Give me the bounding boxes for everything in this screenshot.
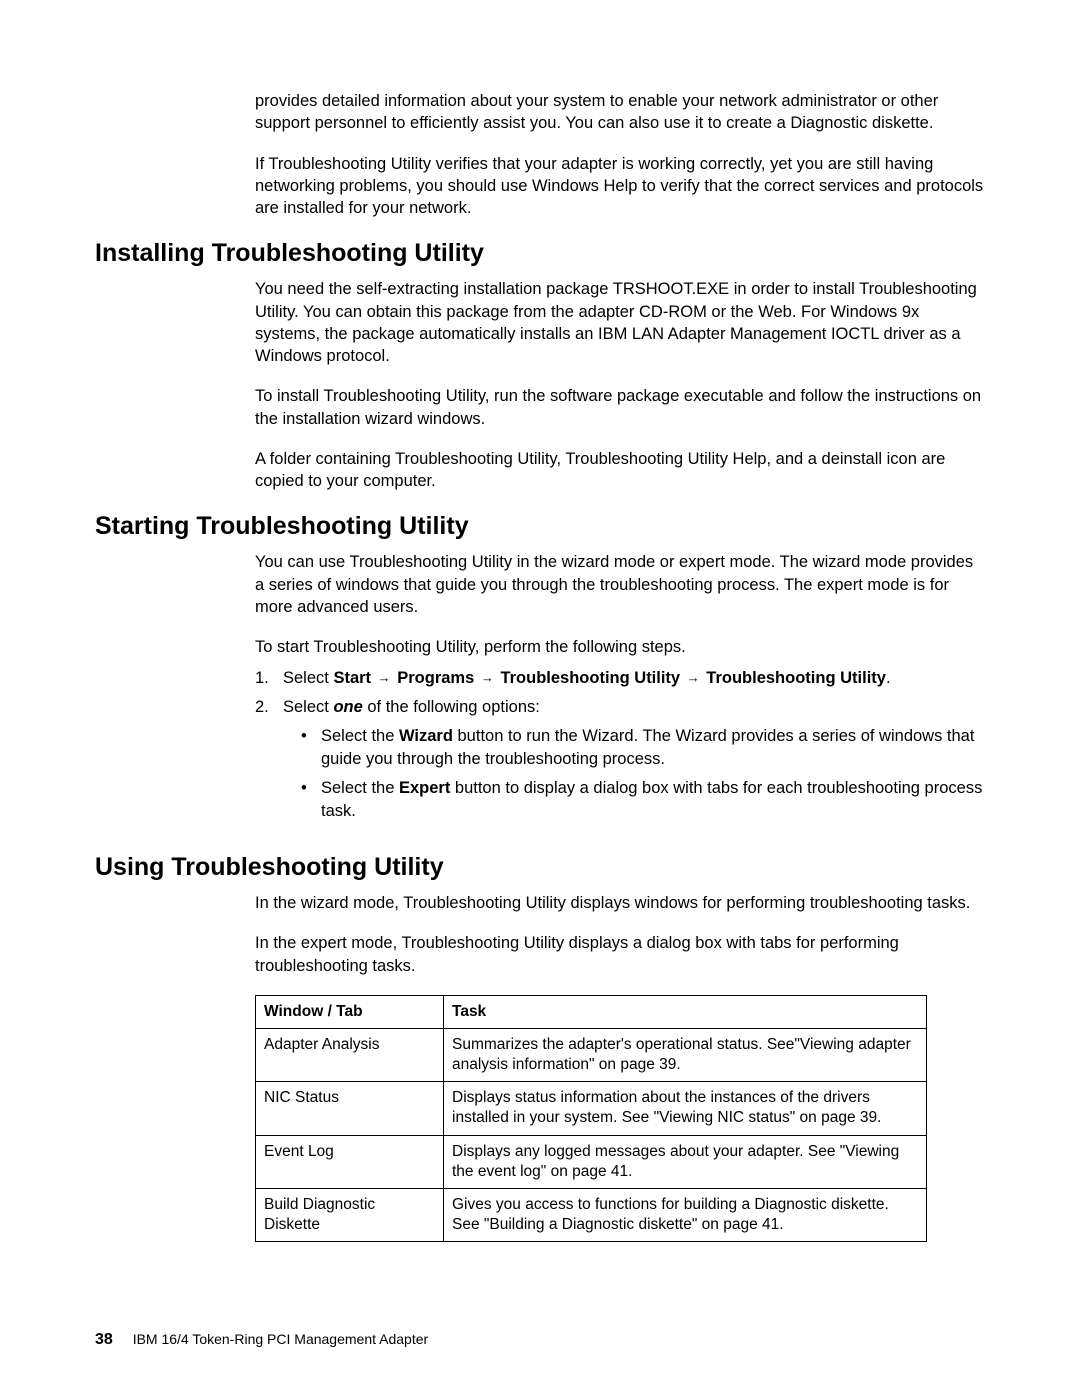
- bullet-icon: •: [301, 725, 321, 771]
- heading-installing: Installing Troubleshooting Utility: [95, 239, 985, 268]
- table-cell-task: Summarizes the adapter's operational sta…: [444, 1029, 927, 1082]
- starting-paragraph-1: You can use Troubleshooting Utility in t…: [255, 551, 985, 618]
- table-cell-window: Build Diagnostic Diskette: [256, 1188, 444, 1241]
- bullet2-b: Expert: [399, 779, 450, 797]
- table-cell-window: Event Log: [256, 1135, 444, 1188]
- installing-paragraph-2: To install Troubleshooting Utility, run …: [255, 385, 985, 430]
- intro-paragraph-1: provides detailed information about your…: [255, 90, 985, 135]
- step-1-prefix: Select: [283, 669, 333, 687]
- step-2-one: one: [333, 698, 362, 716]
- step-1-suffix: .: [886, 669, 891, 687]
- table-cell-window: Adapter Analysis: [256, 1029, 444, 1082]
- table-row: Build Diagnostic Diskette Gives you acce…: [256, 1188, 927, 1241]
- step-number: 1.: [255, 667, 283, 690]
- step-number: 2.: [255, 696, 283, 829]
- table-cell-task: Displays any logged messages about your …: [444, 1135, 927, 1188]
- bullet1-b: Wizard: [399, 727, 453, 745]
- step-1-programs: Programs: [397, 669, 474, 687]
- step-1-tsu1: Troubleshooting Utility: [500, 669, 680, 687]
- arrow-icon: →: [685, 670, 702, 685]
- step-1-content: Select Start → Programs → Troubleshootin…: [283, 667, 985, 690]
- step-2-suffix: of the following options:: [363, 698, 540, 716]
- step-2-prefix: Select: [283, 698, 333, 716]
- step-1-tsu2: Troubleshooting Utility: [706, 669, 886, 687]
- arrow-icon: →: [376, 670, 393, 685]
- footer-doc-title: IBM 16/4 Token-Ring PCI Management Adapt…: [133, 1331, 428, 1347]
- heading-using: Using Troubleshooting Utility: [95, 853, 985, 882]
- step-2: 2. Select one of the following options: …: [255, 696, 985, 829]
- page-number: 38: [95, 1331, 113, 1348]
- step-2-content: Select one of the following options: • S…: [283, 696, 985, 829]
- using-paragraph-2: In the expert mode, Troubleshooting Util…: [255, 932, 985, 977]
- steps-list: 1. Select Start → Programs → Troubleshoo…: [255, 667, 985, 830]
- table-cell-window: NIC Status: [256, 1082, 444, 1135]
- table-cell-task: Displays status information about the in…: [444, 1082, 927, 1135]
- bullet2-pre: Select the: [321, 779, 399, 797]
- options-list: • Select the Wizard button to run the Wi…: [301, 725, 985, 823]
- table-header-row: Window / Tab Task: [256, 995, 927, 1028]
- step-1: 1. Select Start → Programs → Troubleshoo…: [255, 667, 985, 690]
- task-table: Window / Tab Task Adapter Analysis Summa…: [255, 995, 927, 1242]
- option-expert-text: Select the Expert button to display a di…: [321, 777, 985, 823]
- table-header-window: Window / Tab: [256, 995, 444, 1028]
- step-1-start: Start: [333, 669, 371, 687]
- intro-paragraph-2: If Troubleshooting Utility verifies that…: [255, 153, 985, 220]
- installing-paragraph-1: You need the self-extracting installatio…: [255, 278, 985, 367]
- table-row: NIC Status Displays status information a…: [256, 1082, 927, 1135]
- table-row: Event Log Displays any logged messages a…: [256, 1135, 927, 1188]
- page-footer: 38 IBM 16/4 Token-Ring PCI Management Ad…: [95, 1331, 428, 1349]
- installing-paragraph-3: A folder containing Troubleshooting Util…: [255, 448, 985, 493]
- bullet-icon: •: [301, 777, 321, 823]
- table-cell-task: Gives you access to functions for buildi…: [444, 1188, 927, 1241]
- bullet1-pre: Select the: [321, 727, 399, 745]
- using-paragraph-1: In the wizard mode, Troubleshooting Util…: [255, 892, 985, 914]
- page-content: provides detailed information about your…: [0, 0, 1080, 1292]
- arrow-icon: →: [479, 670, 496, 685]
- option-wizard: • Select the Wizard button to run the Wi…: [301, 725, 985, 771]
- starting-paragraph-2: To start Troubleshooting Utility, perfor…: [255, 636, 985, 658]
- option-expert: • Select the Expert button to display a …: [301, 777, 985, 823]
- table-header-task: Task: [444, 995, 927, 1028]
- heading-starting: Starting Troubleshooting Utility: [95, 512, 985, 541]
- option-wizard-text: Select the Wizard button to run the Wiza…: [321, 725, 985, 771]
- table-row: Adapter Analysis Summarizes the adapter'…: [256, 1029, 927, 1082]
